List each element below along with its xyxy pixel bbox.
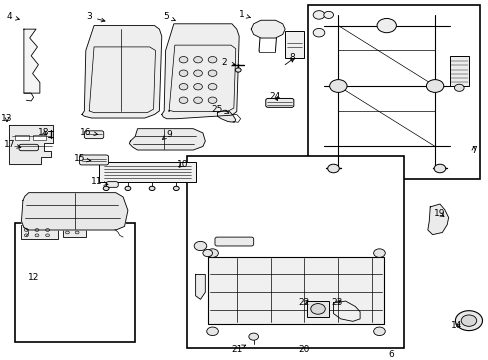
Polygon shape [24, 29, 40, 93]
Text: 3: 3 [86, 12, 105, 22]
Circle shape [310, 303, 325, 314]
Bar [448, 56, 468, 86]
Circle shape [193, 84, 202, 90]
FancyBboxPatch shape [80, 155, 108, 165]
Text: 1: 1 [238, 10, 250, 19]
Text: 14: 14 [450, 321, 462, 330]
Polygon shape [82, 26, 162, 118]
Polygon shape [129, 129, 205, 150]
Circle shape [312, 28, 324, 37]
Text: 23: 23 [331, 298, 343, 307]
Circle shape [35, 234, 39, 237]
FancyBboxPatch shape [84, 131, 103, 139]
Polygon shape [21, 193, 128, 230]
Circle shape [206, 249, 218, 257]
Circle shape [203, 249, 212, 257]
FancyBboxPatch shape [265, 98, 293, 107]
Circle shape [45, 229, 49, 231]
Polygon shape [333, 301, 359, 321]
Circle shape [454, 311, 482, 330]
Text: 15: 15 [74, 154, 91, 163]
Polygon shape [9, 125, 53, 164]
Circle shape [206, 327, 218, 336]
Bar [15, 135, 29, 140]
Circle shape [329, 80, 346, 93]
Polygon shape [162, 24, 239, 119]
Circle shape [248, 333, 258, 340]
Text: 12: 12 [28, 274, 39, 283]
Text: 22: 22 [298, 298, 309, 307]
Circle shape [65, 231, 69, 234]
Text: 19: 19 [433, 210, 445, 219]
Circle shape [376, 18, 396, 33]
Circle shape [373, 249, 385, 257]
Polygon shape [217, 110, 235, 122]
Text: 8: 8 [289, 53, 295, 62]
Circle shape [208, 57, 217, 63]
Circle shape [193, 97, 202, 103]
Circle shape [45, 234, 49, 237]
Text: 9: 9 [162, 130, 172, 139]
Circle shape [24, 234, 28, 237]
Circle shape [426, 80, 443, 93]
Circle shape [35, 229, 39, 231]
Text: 6: 6 [388, 350, 394, 359]
Circle shape [312, 11, 324, 19]
Circle shape [208, 97, 217, 103]
Text: 7: 7 [470, 145, 476, 154]
Circle shape [323, 12, 333, 18]
Polygon shape [427, 204, 447, 235]
Circle shape [149, 186, 155, 190]
Circle shape [460, 315, 476, 326]
Text: 10: 10 [177, 160, 188, 169]
Text: 24: 24 [269, 92, 281, 101]
Text: 17: 17 [3, 140, 21, 149]
Text: 21: 21 [231, 345, 245, 354]
Circle shape [179, 57, 187, 63]
Polygon shape [195, 274, 205, 299]
Text: 20: 20 [298, 345, 309, 354]
Bar [306, 301, 328, 317]
Circle shape [125, 186, 131, 190]
Text: 2: 2 [222, 58, 235, 67]
Text: 13: 13 [1, 113, 13, 122]
Bar [62, 226, 86, 237]
Circle shape [179, 70, 187, 76]
FancyBboxPatch shape [19, 144, 39, 151]
Bar [308, 5, 479, 179]
Circle shape [24, 229, 28, 231]
Bar [21, 225, 58, 239]
Bar [15, 223, 135, 342]
Text: 11: 11 [91, 177, 108, 186]
Circle shape [194, 241, 206, 251]
Bar [207, 257, 384, 324]
Text: 4: 4 [6, 12, 20, 21]
Text: 16: 16 [80, 128, 98, 137]
Circle shape [179, 97, 187, 103]
Polygon shape [251, 20, 285, 38]
Circle shape [193, 70, 202, 76]
Circle shape [327, 164, 339, 173]
Circle shape [433, 164, 445, 173]
Circle shape [75, 231, 79, 234]
Bar [285, 31, 303, 58]
Circle shape [373, 327, 385, 336]
Circle shape [173, 186, 179, 190]
Bar [187, 156, 403, 348]
Circle shape [235, 68, 241, 72]
Text: 5: 5 [163, 12, 175, 21]
Circle shape [453, 84, 463, 91]
Text: 25: 25 [211, 105, 228, 114]
Circle shape [208, 70, 217, 76]
Text: 18: 18 [38, 128, 49, 137]
Circle shape [179, 84, 187, 90]
Bar [99, 162, 195, 182]
Circle shape [193, 57, 202, 63]
FancyBboxPatch shape [215, 237, 253, 246]
Bar [33, 135, 46, 140]
FancyBboxPatch shape [106, 182, 118, 187]
Circle shape [208, 84, 217, 90]
Circle shape [103, 186, 109, 190]
